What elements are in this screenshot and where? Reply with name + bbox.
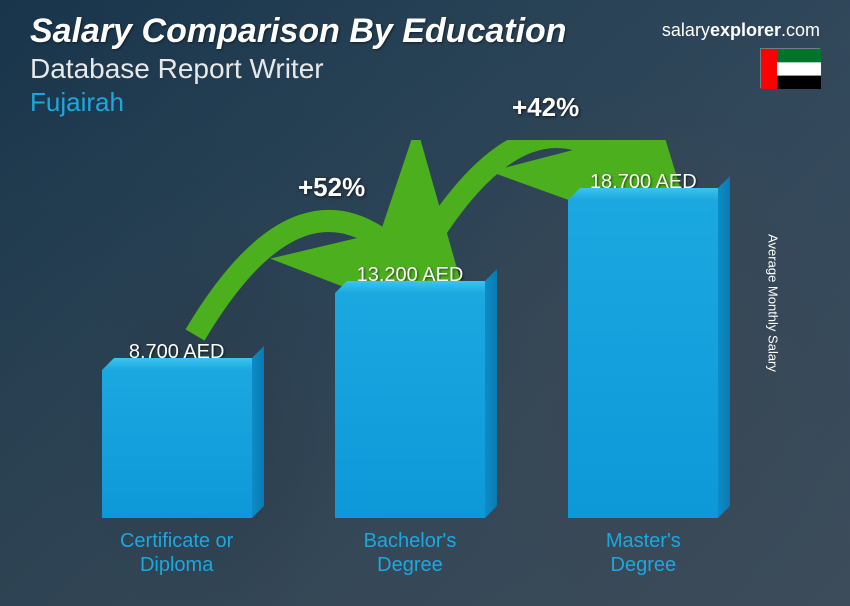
bar: [568, 200, 718, 518]
bar-group: 18,700 AED: [543, 171, 743, 518]
increase-pct-1: +42%: [512, 92, 579, 123]
x-label: Master'sDegree: [543, 523, 743, 578]
x-labels: Certificate orDiploma Bachelor'sDegree M…: [60, 523, 760, 578]
job-subtitle: Database Report Writer: [30, 53, 820, 85]
bars-container: 8,700 AED 13,200 AED 18,700 AED: [60, 140, 760, 518]
brand-label: salaryexplorer.com: [662, 20, 820, 41]
bar: [335, 293, 485, 518]
x-label: Bachelor'sDegree: [310, 523, 510, 578]
bar-group: 8,700 AED: [77, 341, 277, 518]
bar-group: 13,200 AED: [310, 264, 510, 518]
location-label: Fujairah: [30, 87, 820, 118]
bar: [102, 370, 252, 518]
salary-bar-chart: +52% +42% 8,700 AED 13,200 AED 18,700 AE…: [60, 140, 760, 578]
x-label: Certificate orDiploma: [77, 523, 277, 578]
y-axis-label: Average Monthly Salary: [766, 234, 781, 372]
uae-flag-icon: [760, 48, 820, 88]
